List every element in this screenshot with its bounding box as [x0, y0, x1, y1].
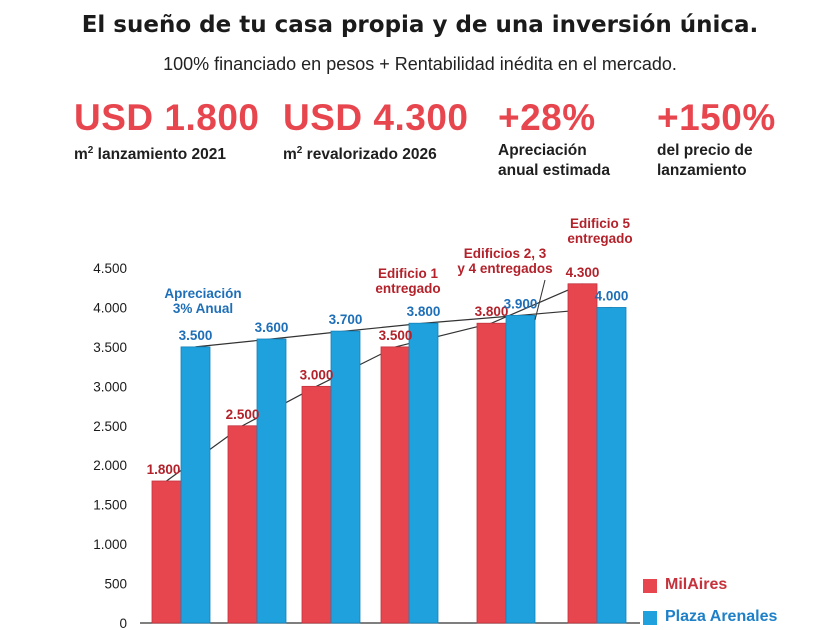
- page-title: El sueño de tu casa propia y de una inve…: [81, 12, 759, 38]
- chart-annotation: Apreciación: [164, 286, 241, 301]
- stat-value: USD 1.800: [74, 97, 260, 138]
- legend-label-plaza-arenales: Plaza Arenales: [665, 608, 778, 625]
- data-label-milaires: 2.500: [226, 407, 260, 422]
- chart-annotation: entregado: [375, 281, 440, 296]
- bar-milaires: [301, 385, 332, 624]
- stat-annual-appreciation: +28% Apreciación anual estimada: [498, 96, 610, 181]
- data-label-milaires: 4.300: [566, 265, 600, 280]
- data-label-milaires: 3.000: [300, 367, 334, 382]
- data-label-plaza-arenales: 3.700: [329, 312, 363, 327]
- stat-value: USD 4.300: [283, 97, 469, 138]
- data-label-milaires: 3.500: [379, 328, 413, 343]
- data-label-milaires: 1.800: [147, 462, 181, 477]
- y-tick-label: 2.000: [93, 458, 127, 473]
- legend-swatch-plaza-arenales: [643, 611, 657, 625]
- stat-description: m2 lanzamiento 2021: [74, 145, 227, 164]
- bar-milaires: [151, 480, 182, 624]
- data-label-plaza-arenales: 3.600: [255, 320, 289, 335]
- y-tick-label: 1.500: [93, 498, 127, 513]
- data-label-plaza-arenales: 4.000: [595, 288, 629, 303]
- chart-annotation: Edificio 5: [570, 216, 631, 231]
- y-tick-label: 500: [104, 577, 127, 592]
- stat-description: del precio de lanzamiento: [657, 142, 753, 179]
- annotation-leader-line: [534, 279, 546, 321]
- bar-plaza-arenales: [596, 307, 627, 624]
- y-tick-label: 1.000: [93, 537, 127, 552]
- bar-plaza-arenales: [408, 322, 439, 624]
- stat-launch-price: USD 1.800 m2 lanzamiento 2021: [74, 96, 260, 165]
- chart-annotation: entregado: [567, 231, 632, 246]
- bar-plaza-arenales: [330, 330, 361, 624]
- bar-milaires: [227, 425, 258, 624]
- stat-value: +28%: [498, 97, 596, 138]
- data-label-milaires: 3.800: [475, 304, 509, 319]
- chart-annotation: Edificios 2, 3: [464, 246, 547, 261]
- stat-description: m2 revalorizado 2026: [283, 145, 437, 164]
- bar-milaires: [567, 283, 598, 624]
- bar-plaza-arenales: [256, 338, 287, 624]
- data-label-plaza-arenales: 3.900: [504, 296, 538, 311]
- y-tick-label: 3.000: [93, 379, 127, 394]
- legend-label-milaires: MilAires: [665, 576, 728, 593]
- y-tick-label: 4.500: [93, 261, 127, 276]
- stat-description: Apreciación anual estimada: [498, 142, 610, 179]
- stat-revalued-price: USD 4.300 m2 revalorizado 2026: [283, 96, 469, 165]
- chart-annotation: y 4 entregados: [457, 261, 552, 276]
- y-tick-label: 0: [119, 616, 127, 630]
- bar-milaires: [476, 322, 507, 624]
- chart-annotation: Edificio 1: [378, 266, 439, 281]
- bar-milaires: [380, 346, 411, 624]
- bar-plaza-arenales: [505, 314, 536, 624]
- data-label-plaza-arenales: 3.800: [407, 304, 441, 319]
- legend-swatch-milaires: [643, 579, 657, 593]
- page-subtitle: 100% financiado en pesos + Rentabilidad …: [163, 54, 677, 74]
- chart-annotation: 3% Anual: [173, 301, 233, 316]
- y-tick-label: 2.500: [93, 419, 127, 434]
- data-label-plaza-arenales: 3.500: [179, 328, 213, 343]
- stat-value: +150%: [657, 97, 776, 138]
- y-tick-label: 4.000: [93, 300, 127, 315]
- bar-plaza-arenales: [180, 346, 211, 624]
- stat-launch-increase: +150% del precio de lanzamiento: [657, 96, 776, 181]
- y-tick-label: 3.500: [93, 340, 127, 355]
